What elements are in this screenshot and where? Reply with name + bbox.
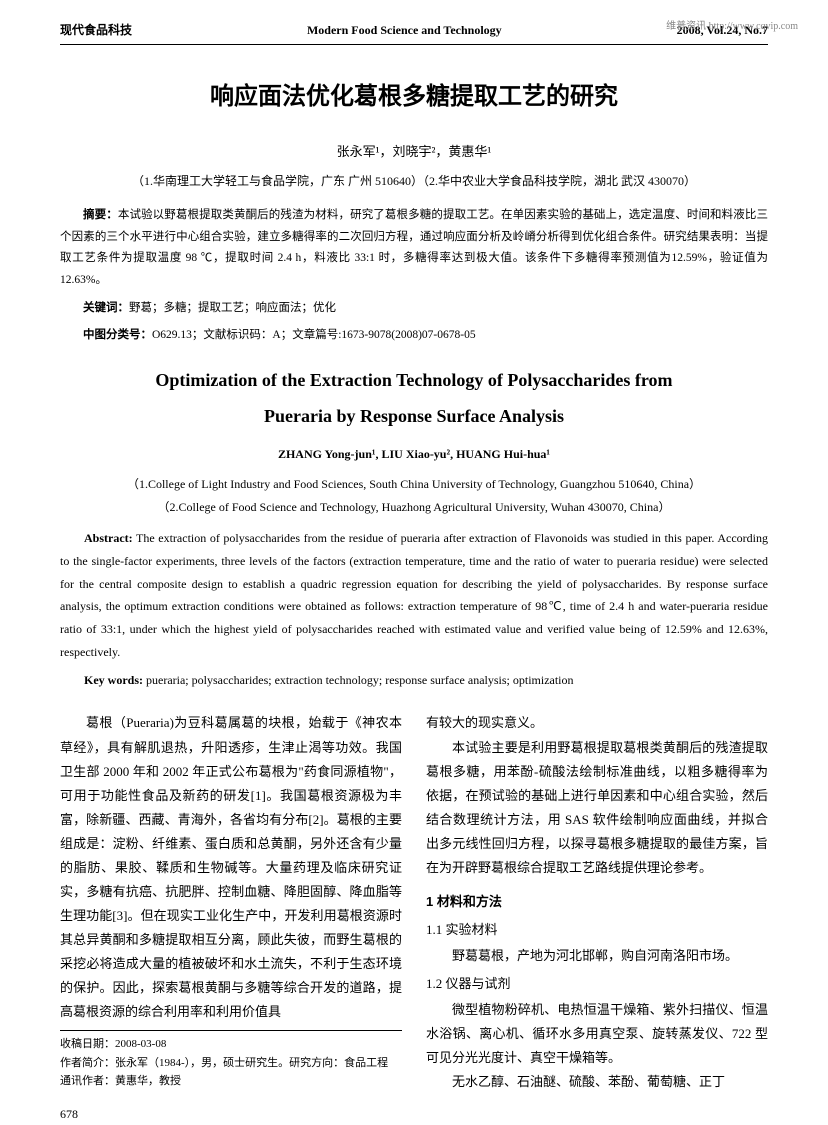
keywords-en-label: Key words: xyxy=(84,673,143,687)
subsection-1-1-text: 野葛葛根，产地为河北邯郸，购自河南洛阳市场。 xyxy=(426,944,768,968)
affiliations-en-1: （1.College of Light Industry and Food Sc… xyxy=(60,474,768,496)
body-para-2a: 有较大的现实意义。 xyxy=(426,711,768,735)
classification-label: 中图分类号： xyxy=(83,329,152,341)
title-cn: 响应面法优化葛根多糖提取工艺的研究 xyxy=(60,75,768,118)
received-date: 收稿日期：2008-03-08 xyxy=(60,1035,402,1054)
subsection-1-2-text: 微型植物粉碎机、电热恒温干燥箱、紫外扫描仪、恒温水浴锅、离心机、循环水多用真空泵… xyxy=(426,998,768,1070)
keywords-en-text: pueraria; polysaccharides; extraction te… xyxy=(143,673,574,687)
body-columns: 葛根（Pueraria)为豆科葛属葛的块根，始载于《神农本草经》，具有解肌退热，… xyxy=(60,711,768,1125)
keywords-en: Key words: pueraria; polysaccharides; ex… xyxy=(60,670,768,692)
author-intro: 作者简介：张永军（1984-），男，硕士研究生。研究方向：食品工程 xyxy=(60,1054,402,1073)
footer-info: 收稿日期：2008-03-08 作者简介：张永军（1984-），男，硕士研究生。… xyxy=(60,1030,402,1091)
keywords-cn-label: 关键词： xyxy=(83,302,129,314)
journal-name-cn: 现代食品科技 xyxy=(60,20,132,42)
abstract-en-text: The extraction of polysaccharides from t… xyxy=(60,531,768,659)
corresponding-author: 通讯作者：黄惠华，教授 xyxy=(60,1072,402,1091)
subtitle-en: Pueraria by Response Surface Analysis xyxy=(60,400,768,432)
classification: 中图分类号：O629.13；文献标识码：A；文章篇号:1673-9078(200… xyxy=(60,325,768,346)
column-left: 葛根（Pueraria)为豆科葛属葛的块根，始载于《神农本草经》，具有解肌退热，… xyxy=(60,711,402,1125)
title-en: Optimization of the Extraction Technolog… xyxy=(60,364,768,396)
keywords-cn: 关键词：野葛；多糖；提取工艺；响应面法；优化 xyxy=(60,298,768,319)
subsection-1-2: 1.2 仪器与试剂 xyxy=(426,972,768,996)
abstract-en-label: Abstract: xyxy=(84,531,133,545)
authors-cn: 张永军¹，刘晓宇²，黄惠华¹ xyxy=(60,140,768,163)
subsection-1-1: 1.1 实验材料 xyxy=(426,918,768,942)
section-1-title: 1 材料和方法 xyxy=(426,890,768,914)
watermark: 维普资讯 http://www.cqvip.com xyxy=(666,18,798,36)
abstract-cn-text: 本试验以野葛根提取类黄酮后的残渣为材料，研究了葛根多糖的提取工艺。在单因素实验的… xyxy=(60,209,768,287)
affiliations-cn: （1.华南理工大学轻工与食品学院，广东 广州 510640）（2.华中农业大学食… xyxy=(60,171,768,193)
keywords-cn-text: 野葛；多糖；提取工艺；响应面法；优化 xyxy=(129,302,336,314)
journal-name-en: Modern Food Science and Technology xyxy=(307,20,502,42)
subsection-1-2-text2: 无水乙醇、石油醚、硫酸、苯酚、葡萄糖、正丁 xyxy=(426,1070,768,1094)
body-para-2b: 本试验主要是利用野葛根提取葛根类黄酮后的残渣提取葛根多糖，用苯酚-硫酸法绘制标准… xyxy=(426,736,768,880)
abstract-cn: 摘要：本试验以野葛根提取类黄酮后的残渣为材料，研究了葛根多糖的提取工艺。在单因素… xyxy=(60,205,768,292)
body-para-1: 葛根（Pueraria)为豆科葛属葛的块根，始载于《神农本草经》，具有解肌退热，… xyxy=(60,711,402,1024)
authors-en: ZHANG Yong-jun¹, LIU Xiao-yu², HUANG Hui… xyxy=(60,444,768,466)
column-right: 有较大的现实意义。 本试验主要是利用野葛根提取葛根类黄酮后的残渣提取葛根多糖，用… xyxy=(426,711,768,1125)
abstract-en: Abstract: The extraction of polysacchari… xyxy=(60,527,768,664)
header-bar: 现代食品科技 Modern Food Science and Technolog… xyxy=(60,20,768,45)
classification-text: O629.13；文献标识码：A；文章篇号:1673-9078(2008)07-0… xyxy=(152,329,476,341)
abstract-cn-label: 摘要： xyxy=(83,209,118,221)
affiliations-en-2: （2.College of Food Science and Technolog… xyxy=(60,497,768,519)
